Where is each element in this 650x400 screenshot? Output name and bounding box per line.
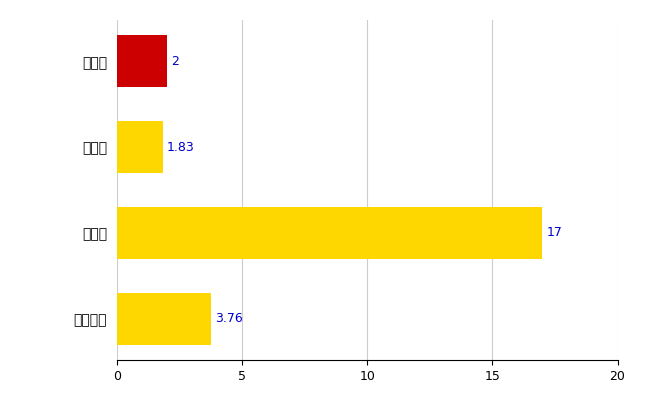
Text: 1.83: 1.83 bbox=[166, 140, 194, 154]
Bar bbox=[117, 121, 162, 173]
Text: 17: 17 bbox=[546, 226, 562, 240]
Bar bbox=[117, 36, 167, 87]
Bar bbox=[117, 207, 542, 259]
Text: 2: 2 bbox=[171, 55, 179, 68]
Text: 3.76: 3.76 bbox=[215, 312, 242, 325]
Bar bbox=[117, 293, 211, 344]
